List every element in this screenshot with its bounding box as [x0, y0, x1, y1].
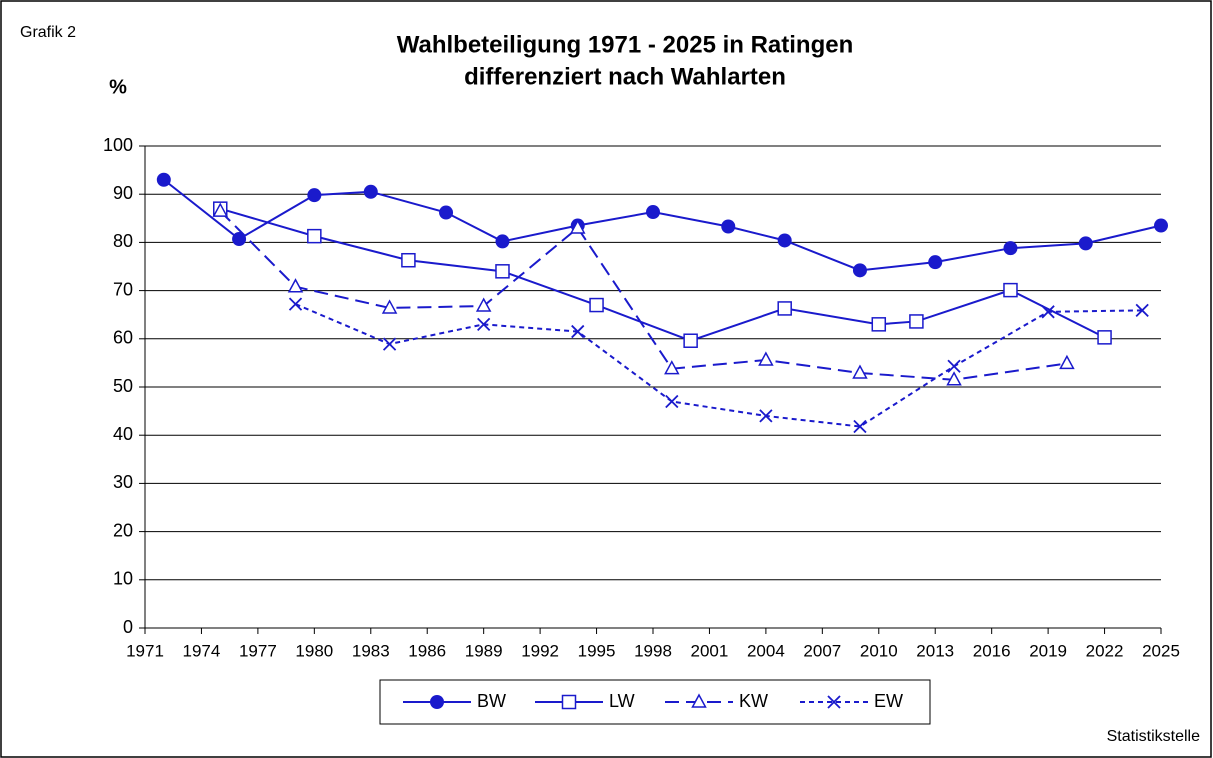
- marker: [495, 264, 510, 279]
- marker: [430, 695, 444, 709]
- y-tick-label: 30: [113, 472, 133, 492]
- marker: [758, 351, 774, 366]
- marker: [1154, 218, 1168, 233]
- marker: [156, 172, 171, 187]
- x-tick-label: 2022: [1086, 641, 1124, 660]
- x-tick-label: 1992: [521, 641, 559, 660]
- y-tick-label: 0: [123, 617, 133, 637]
- marker: [1041, 305, 1055, 319]
- marker: [287, 278, 304, 293]
- marker: [827, 695, 841, 709]
- marker: [871, 317, 887, 332]
- y-tick-label: 10: [113, 569, 133, 589]
- x-tick-label: 1971: [126, 641, 164, 660]
- marker: [569, 219, 586, 234]
- marker: [1135, 303, 1149, 317]
- x-tick-label: 2007: [803, 641, 841, 660]
- marker: [439, 205, 454, 220]
- x-tick-label: 2025: [1142, 641, 1180, 660]
- x-tick-label: 2013: [916, 641, 954, 660]
- marker: [691, 693, 707, 708]
- marker: [852, 364, 868, 379]
- marker: [664, 360, 680, 375]
- marker: [1003, 282, 1018, 298]
- y-tick-label: 80: [113, 231, 133, 251]
- line: [295, 303, 1143, 428]
- marker: [646, 205, 660, 220]
- y-axis-label: %: [109, 76, 127, 98]
- marker: [759, 409, 773, 423]
- chart-title: Wahlbeteiligung 1971 - 2025 in Ratingen: [397, 31, 854, 58]
- marker: [853, 419, 867, 434]
- x-tick-label: 1995: [578, 641, 616, 660]
- marker: [721, 219, 736, 234]
- marker: [307, 228, 322, 244]
- x-tick-label: 2016: [973, 641, 1011, 660]
- marker: [947, 359, 961, 373]
- marker: [363, 184, 378, 199]
- y-tick-label: 100: [103, 135, 133, 155]
- marker: [477, 317, 491, 331]
- marker: [665, 394, 679, 409]
- marker: [683, 333, 698, 348]
- marker: [381, 299, 398, 314]
- marker: [475, 297, 492, 312]
- marker: [928, 255, 943, 270]
- marker: [1059, 354, 1075, 370]
- marker: [212, 202, 229, 217]
- marker: [589, 297, 604, 313]
- marker: [1078, 236, 1093, 251]
- legend-label: KW: [739, 691, 768, 711]
- marker: [288, 297, 303, 311]
- marker: [561, 694, 577, 710]
- x-tick-label: 1980: [295, 641, 333, 660]
- source: Statistikstelle: [1107, 728, 1200, 745]
- legend-label: EW: [874, 691, 903, 711]
- y-tick-label: 70: [113, 279, 133, 299]
- legend-label: LW: [609, 691, 635, 711]
- marker: [777, 301, 792, 316]
- y-tick-label: 90: [113, 183, 133, 203]
- y-tick-label: 60: [113, 328, 133, 348]
- marker: [909, 314, 924, 329]
- marker: [571, 324, 585, 339]
- x-tick-label: 2019: [1029, 641, 1067, 660]
- x-tick-label: 1977: [239, 641, 277, 660]
- x-tick-label: 2010: [860, 641, 898, 660]
- x-tick-label: 1989: [465, 641, 503, 660]
- x-tick-label: 1974: [183, 641, 221, 660]
- marker: [401, 252, 416, 268]
- x-tick-label: 1998: [634, 641, 672, 660]
- x-tick-label: 2004: [747, 641, 785, 660]
- x-tick-label: 2001: [691, 641, 729, 660]
- marker: [1097, 330, 1112, 345]
- chart-subtitle: differenziert nach Wahlarten: [464, 63, 786, 90]
- line: [219, 210, 1068, 381]
- y-tick-label: 20: [113, 520, 133, 540]
- marker: [495, 234, 510, 249]
- marker: [852, 263, 867, 278]
- marker: [946, 371, 962, 386]
- marker: [307, 188, 322, 203]
- marker: [777, 233, 792, 248]
- figure-label: Grafik 2: [20, 24, 76, 41]
- marker: [382, 337, 397, 351]
- legend-label: BW: [477, 691, 506, 711]
- marker: [232, 232, 247, 247]
- x-tick-label: 1986: [408, 641, 446, 660]
- marker: [1003, 241, 1018, 256]
- x-tick-label: 1983: [352, 641, 390, 660]
- y-tick-label: 50: [113, 376, 133, 396]
- y-tick-label: 40: [113, 424, 133, 444]
